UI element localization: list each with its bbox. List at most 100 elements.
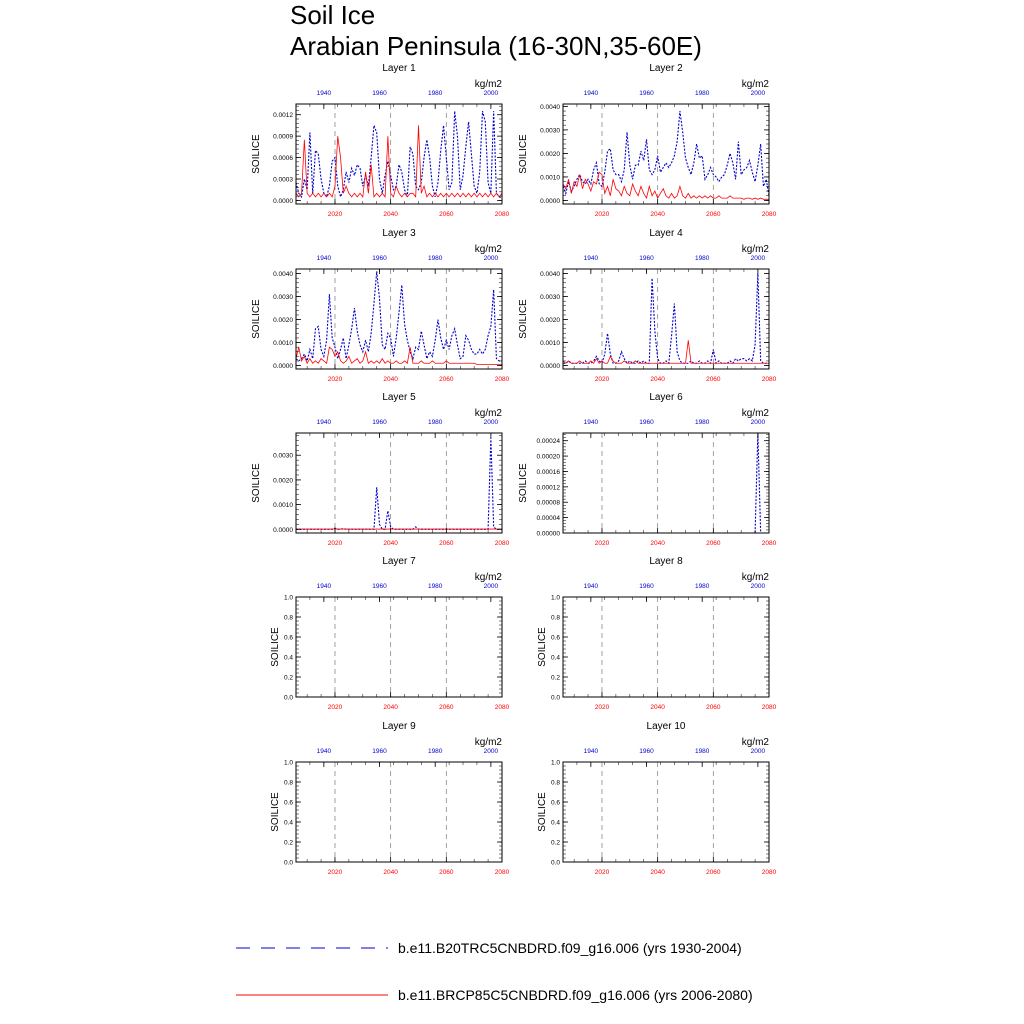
y-tick-label: 0.00000 xyxy=(537,531,561,538)
x-tick-label-bottom: 2040 xyxy=(383,540,398,547)
x-tick-label-top: 1980 xyxy=(428,419,443,426)
x-tick-label-top: 2000 xyxy=(751,583,766,590)
x-tick-label-bottom: 2080 xyxy=(762,211,777,218)
panel-title: Layer 4 xyxy=(649,228,683,239)
x-tick-label-top: 1980 xyxy=(695,748,710,755)
x-tick-label-bottom: 2020 xyxy=(328,376,343,383)
panel-layer-9: Layer 9 kg/m2 0.0 0.2 0.4 0.6 0.8 1.0 2020 2040 20… xyxy=(270,721,510,876)
y-tick-label: 0.0000 xyxy=(273,363,293,370)
units-label: kg/m2 xyxy=(742,244,770,255)
x-tick-label-top: 2000 xyxy=(751,419,766,426)
series-line-historical xyxy=(296,437,502,530)
x-tick-label-bottom: 2020 xyxy=(328,540,343,547)
y-tick-label: 1.0 xyxy=(284,760,293,767)
y-axis-label: SOILICE xyxy=(518,134,529,174)
x-tick-label-top: 1940 xyxy=(317,419,332,426)
series-line-historical xyxy=(296,271,502,363)
x-tick-label-top: 1980 xyxy=(695,255,710,262)
y-tick-label: 0.8 xyxy=(551,780,560,787)
y-tick-label: 0.6 xyxy=(551,635,560,642)
plot-frame xyxy=(295,103,503,205)
y-tick-label: 0.0030 xyxy=(540,127,560,134)
x-tick-label-top: 1940 xyxy=(584,255,599,262)
y-tick-label: 0.8 xyxy=(551,615,560,622)
units-label: kg/m2 xyxy=(742,408,770,419)
y-tick-label: 0.0003 xyxy=(273,177,293,184)
panel-layer-2: Layer 2 kg/m2 0.0000 0.0010 0.0020 0.0030 0.00… xyxy=(518,63,777,218)
x-tick-label-bottom: 2080 xyxy=(762,376,777,383)
x-tick-label-bottom: 2020 xyxy=(328,704,343,711)
y-tick-label: 0.0 xyxy=(284,695,293,702)
y-axis-label: SOILICE xyxy=(251,463,262,503)
y-tick-label: 0.0040 xyxy=(273,271,293,278)
x-tick-label-top: 2000 xyxy=(751,748,766,755)
panel-layer-3: Layer 3 kg/m2 0.0000 0.0010 0.0020 0.0030 0.00… xyxy=(251,228,510,383)
x-tick-label-top: 1940 xyxy=(584,583,599,590)
y-tick-label: 0.6 xyxy=(284,800,293,807)
panel-layer-6: Layer 6 kg/m2 0.00000 0.00004 0.00008 0.00012… xyxy=(518,392,777,547)
units-label: kg/m2 xyxy=(475,79,503,90)
y-tick-label: 1.0 xyxy=(284,595,293,602)
panel-title: Layer 5 xyxy=(382,392,416,403)
y-tick-label: 0.0 xyxy=(551,860,560,867)
x-tick-label-bottom: 2060 xyxy=(706,704,721,711)
y-tick-label: 0.4 xyxy=(551,820,560,827)
x-tick-label-bottom: 2060 xyxy=(439,704,454,711)
x-tick-label-top: 2000 xyxy=(484,419,499,426)
y-axis-label: SOILICE xyxy=(518,299,529,339)
y-tick-label: 1.0 xyxy=(551,595,560,602)
y-tick-label: 0.00004 xyxy=(537,515,561,522)
y-tick-label: 0.0000 xyxy=(273,527,293,534)
y-tick-label: 0.0 xyxy=(284,860,293,867)
panel-layer-7: Layer 7 kg/m2 0.0 0.2 0.4 0.6 0.8 1.0 2020 2040 20… xyxy=(270,556,510,711)
y-tick-label: 0.00012 xyxy=(537,484,561,491)
y-tick-label: 0.0020 xyxy=(273,317,293,324)
x-tick-label-bottom: 2060 xyxy=(706,376,721,383)
y-tick-label: 0.0012 xyxy=(273,112,293,119)
x-tick-label-top: 1980 xyxy=(428,748,443,755)
figure-subtitle: Arabian Peninsula (16-30N,35-60E) xyxy=(290,31,702,61)
x-tick-label-bottom: 2040 xyxy=(650,869,665,876)
y-tick-label: 0.0030 xyxy=(540,294,560,301)
y-tick-label: 0.4 xyxy=(284,820,293,827)
units-label: kg/m2 xyxy=(475,737,503,748)
x-tick-label-top: 2000 xyxy=(484,748,499,755)
x-tick-label-bottom: 2040 xyxy=(650,540,665,547)
x-tick-label-top: 1980 xyxy=(428,583,443,590)
y-axis-label: SOILICE xyxy=(537,627,548,667)
x-tick-label-bottom: 2040 xyxy=(650,704,665,711)
x-tick-label-bottom: 2040 xyxy=(383,869,398,876)
series-line-future xyxy=(296,125,502,198)
x-tick-label-top: 1980 xyxy=(428,255,443,262)
x-tick-label-bottom: 2020 xyxy=(328,211,343,218)
plot-frame xyxy=(295,596,503,698)
y-tick-label: 0.2 xyxy=(551,840,560,847)
y-tick-label: 0.0030 xyxy=(273,294,293,301)
units-label: kg/m2 xyxy=(475,408,503,419)
x-tick-label-top: 1940 xyxy=(317,748,332,755)
units-label: kg/m2 xyxy=(742,737,770,748)
x-tick-label-top: 2000 xyxy=(484,90,499,97)
panel-title: Layer 6 xyxy=(649,392,683,403)
panel-title: Layer 9 xyxy=(382,721,416,732)
x-tick-label-bottom: 2060 xyxy=(439,376,454,383)
plot-frame xyxy=(562,432,770,534)
series-line-historical xyxy=(296,111,502,199)
x-tick-label-top: 1960 xyxy=(639,255,654,262)
series-line-historical xyxy=(563,110,769,196)
x-tick-label-bottom: 2060 xyxy=(439,211,454,218)
y-tick-label: 0.0040 xyxy=(540,104,560,111)
legend-label-future: b.e11.BRCP85C5CNBDRD.f09_g16.006 (yrs 20… xyxy=(398,987,753,1003)
x-tick-label-top: 1980 xyxy=(695,583,710,590)
panel-layer-10: Layer 10 kg/m2 0.0 0.2 0.4 0.6 0.8 1.0 2020 2040 2… xyxy=(537,721,777,876)
y-tick-label: 0.6 xyxy=(284,635,293,642)
y-tick-label: 0.0020 xyxy=(540,317,560,324)
y-tick-label: 0.4 xyxy=(551,655,560,662)
plot-frame xyxy=(295,432,503,534)
x-tick-label-top: 1940 xyxy=(584,90,599,97)
panel-layer-4: Layer 4 kg/m2 0.0000 0.0010 0.0020 0.0030 0.00… xyxy=(518,228,777,383)
y-tick-label: 0.00020 xyxy=(537,454,561,461)
x-tick-label-top: 1960 xyxy=(639,90,654,97)
y-tick-label: 0.8 xyxy=(284,780,293,787)
figure-title: Soil Ice xyxy=(290,0,376,30)
